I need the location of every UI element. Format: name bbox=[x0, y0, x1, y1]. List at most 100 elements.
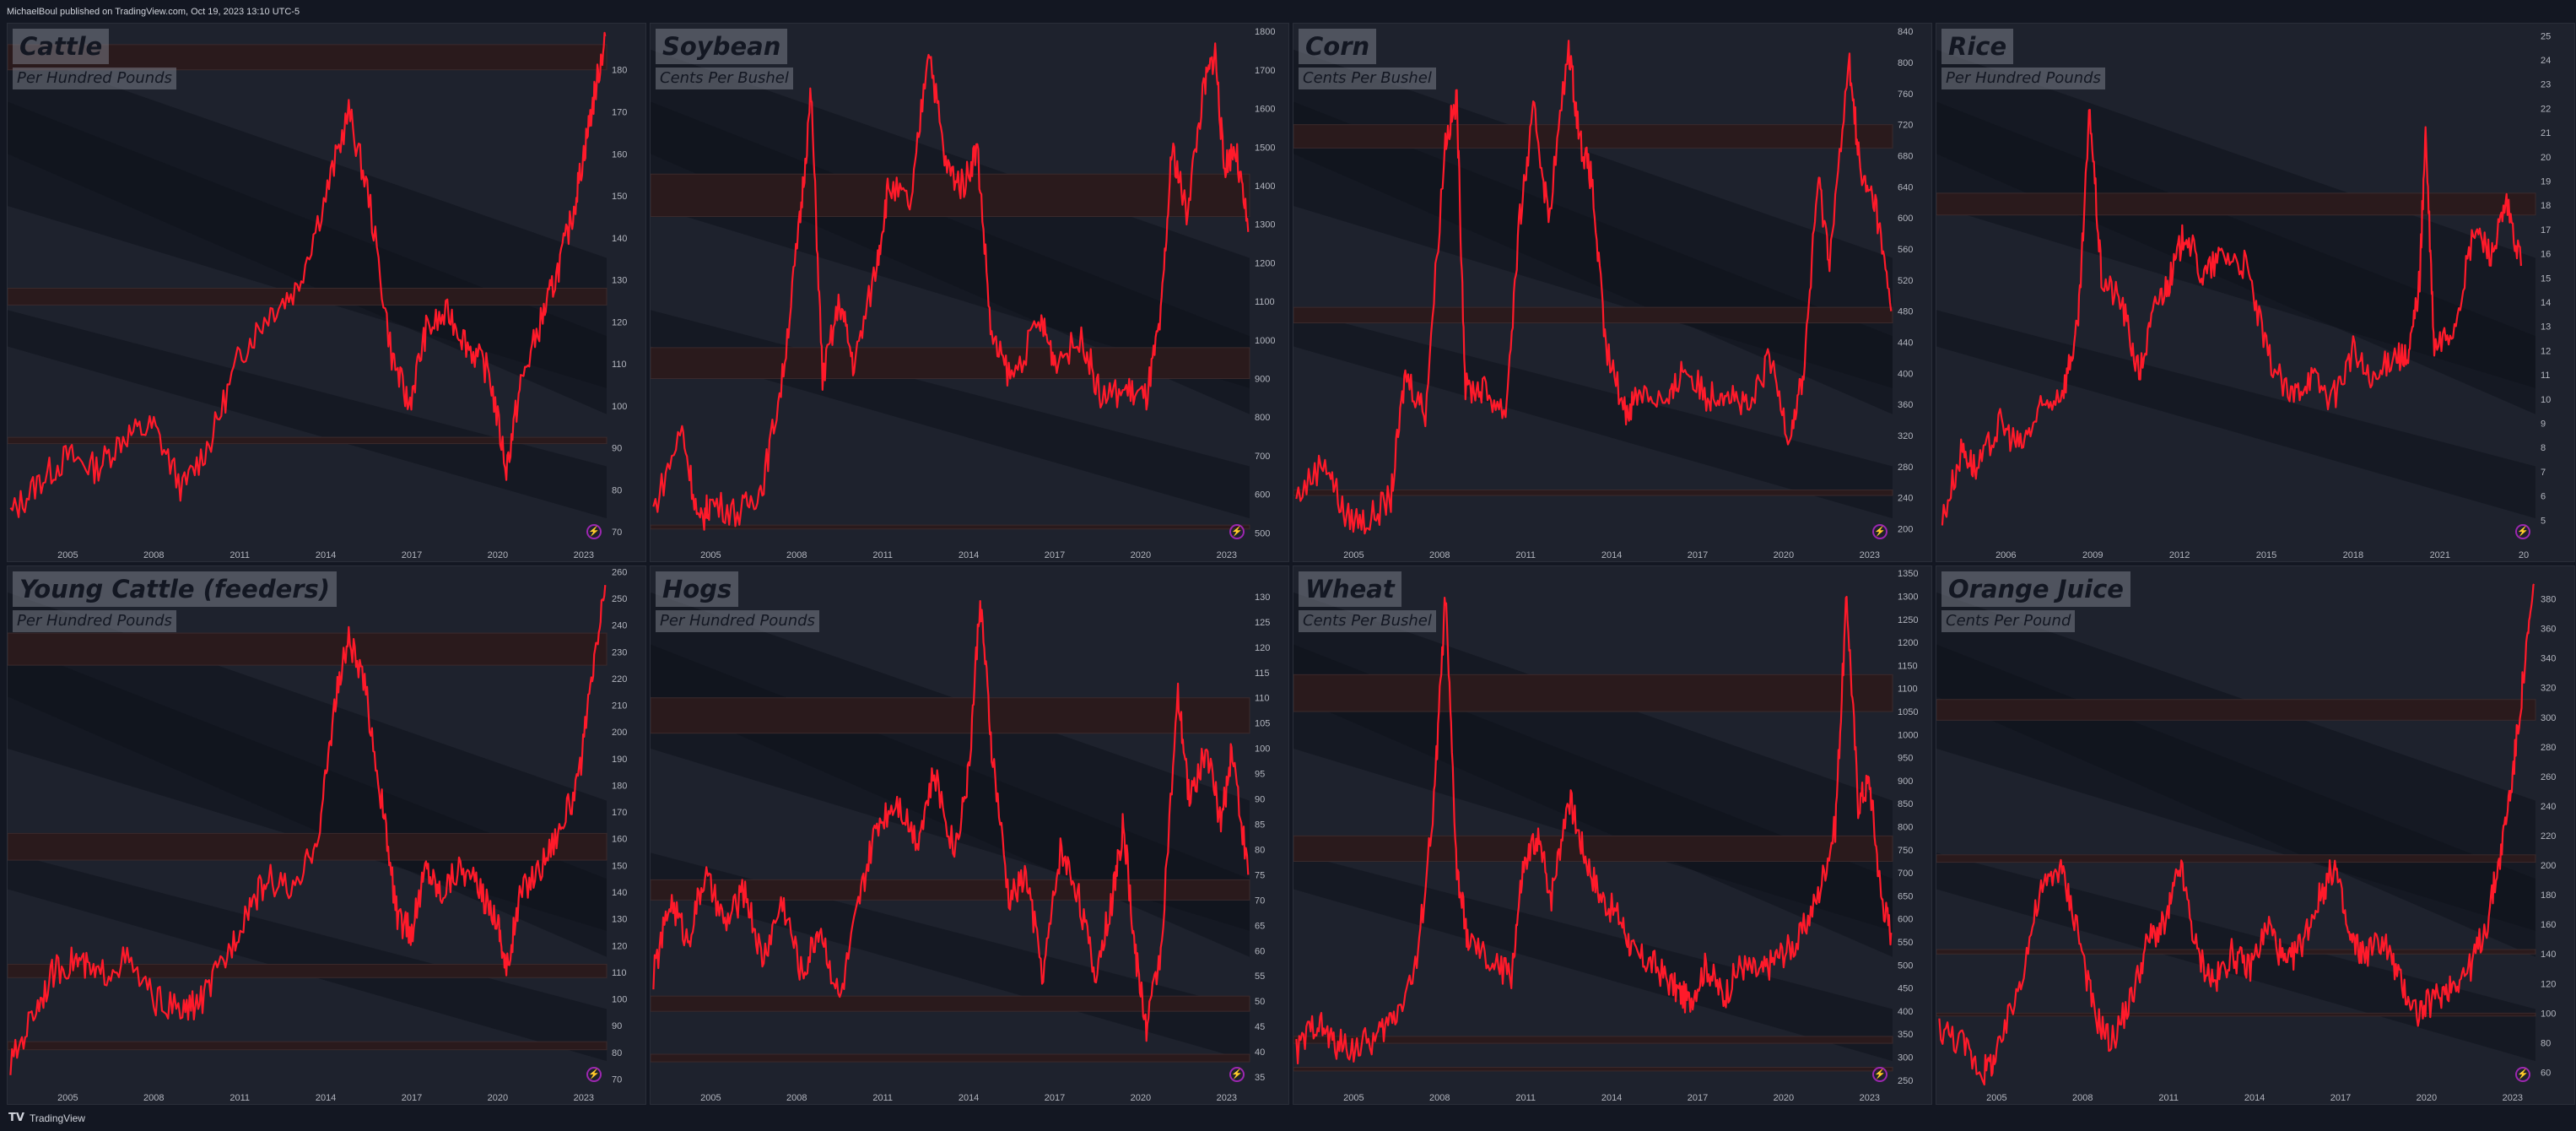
y-tick-label: 80 bbox=[1255, 845, 1265, 855]
x-tick-label: 2008 bbox=[786, 550, 807, 560]
x-axis: 2005 2008 2011 2014 2017 2020 2023 bbox=[1343, 550, 1880, 560]
chart-unit: Per Hundred Pounds bbox=[656, 610, 819, 632]
y-axis: 35 40 45 50 55 60 65 70 75 80 85 90 95 100 105 110 115 12… bbox=[1255, 593, 1270, 1083]
y-tick-label: 650 bbox=[1898, 891, 1913, 901]
price-zone bbox=[8, 963, 608, 978]
y-tick-label: 8 bbox=[2541, 443, 2546, 453]
y-tick-label: 1200 bbox=[1898, 638, 1918, 648]
x-tick-label: 2023 bbox=[1860, 550, 1880, 560]
y-tick-label: 1800 bbox=[1255, 27, 1275, 37]
chart-panel[interactable]: 70 80 90 100 110 120 130 140 150 160 170 180 2005 200… bbox=[7, 23, 646, 562]
lightning-icon[interactable]: ⚡ bbox=[2515, 524, 2530, 539]
y-tick-label: 280 bbox=[2541, 743, 2556, 753]
lightning-icon[interactable]: ⚡ bbox=[586, 524, 602, 539]
y-tick-label: 160 bbox=[612, 149, 627, 160]
y-tick-label: 95 bbox=[1255, 770, 1265, 780]
trend-channel bbox=[1936, 644, 2535, 957]
lightning-icon[interactable]: ⚡ bbox=[1872, 1067, 1887, 1082]
price-series-line bbox=[652, 600, 1250, 1042]
y-tick-label: 7 bbox=[2541, 468, 2546, 478]
x-axis: 2005 2008 2011 2014 2017 2020 2023 bbox=[700, 1093, 1237, 1103]
y-tick-label: 16 bbox=[2541, 250, 2551, 260]
y-tick-label: 125 bbox=[1255, 618, 1270, 628]
x-axis: 2005 2008 2011 2014 2017 2020 2023 bbox=[57, 550, 594, 560]
y-axis: 60 80 100 120 140 160 180 200 220 240 260 280 300 320… bbox=[2541, 595, 2556, 1079]
chart-unit: Cents Per Bushel bbox=[656, 68, 793, 89]
y-tick-label: 850 bbox=[1898, 799, 1913, 809]
x-tick-label: 2020 bbox=[1131, 550, 1151, 560]
y-tick-label: 240 bbox=[612, 621, 627, 631]
x-axis: 2005 2008 2011 2014 2017 2020 2023 bbox=[57, 1093, 594, 1103]
y-tick-label: 65 bbox=[1255, 921, 1265, 931]
chart-panel[interactable]: 60 80 100 120 140 160 180 200 220 240 260 280 300 320… bbox=[1936, 566, 2575, 1105]
chart-unit: Per Hundred Pounds bbox=[1941, 68, 2105, 89]
y-axis: 500 600 700 800 900 1000 1100 1200 1300 1400 1500 1… bbox=[1255, 27, 1275, 538]
y-tick-label: 1100 bbox=[1255, 297, 1275, 307]
x-tick-label: 2023 bbox=[574, 550, 594, 560]
lightning-icon[interactable]: ⚡ bbox=[586, 1067, 602, 1082]
x-tick-label: 2005 bbox=[57, 1093, 78, 1103]
chart-panel[interactable]: 35 40 45 50 55 60 65 70 75 80 85 90 95 100 105 110 115 12… bbox=[650, 566, 1289, 1105]
y-tick-label: 115 bbox=[1255, 668, 1270, 679]
y-tick-label: 1100 bbox=[1898, 685, 1918, 695]
price-series-line bbox=[1295, 40, 1893, 535]
y-tick-label: 700 bbox=[1898, 869, 1913, 879]
y-tick-label: 200 bbox=[2541, 861, 2556, 871]
footer: TV TradingView bbox=[8, 1109, 85, 1128]
y-tick-label: 120 bbox=[612, 317, 627, 327]
y-tick-label: 80 bbox=[612, 485, 622, 495]
price-zone bbox=[1293, 490, 1893, 496]
y-tick-label: 130 bbox=[1255, 593, 1270, 603]
y-tick-label: 1150 bbox=[1898, 661, 1918, 671]
x-tick-label: 2011 bbox=[2158, 1093, 2179, 1103]
y-tick-label: 60 bbox=[1255, 946, 1265, 956]
price-zone bbox=[1936, 192, 2536, 216]
price-zone bbox=[1936, 699, 2536, 721]
chart-title: Cattle bbox=[13, 29, 110, 64]
price-series-line bbox=[9, 585, 607, 1075]
y-tick-label: 320 bbox=[1898, 431, 1913, 441]
x-tick-label: 2014 bbox=[959, 550, 979, 560]
lightning-icon[interactable]: ⚡ bbox=[1229, 524, 1245, 539]
y-tick-label: 12 bbox=[2541, 346, 2551, 356]
y-tick-label: 22 bbox=[2541, 104, 2551, 114]
chart-panel[interactable]: 200 240 280 320 360 400 440 480 520 560 600 640 680 7… bbox=[1293, 23, 1932, 562]
y-tick-label: 450 bbox=[1898, 984, 1913, 994]
y-tick-label: 760 bbox=[1898, 89, 1913, 100]
x-tick-label: 2023 bbox=[574, 1093, 594, 1103]
lightning-icon[interactable]: ⚡ bbox=[1229, 1067, 1245, 1082]
y-tick-label: 240 bbox=[2541, 802, 2556, 812]
tradingview-logo-icon[interactable]: TV bbox=[8, 1112, 24, 1124]
y-tick-label: 110 bbox=[1255, 694, 1270, 704]
lightning-icon[interactable]: ⚡ bbox=[1872, 524, 1887, 539]
price-zone bbox=[1293, 1036, 1893, 1044]
chart-panel[interactable]: 5 6 7 8 9 10 11 12 13 14 15 16 17 18 19 20 21 22 23 24 25 200… bbox=[1936, 23, 2575, 562]
price-zone bbox=[651, 1053, 1250, 1063]
y-tick-label: 160 bbox=[2541, 920, 2556, 930]
lightning-icon[interactable]: ⚡ bbox=[2515, 1067, 2530, 1082]
price-chart: 5678910111213141516171819202122232425200… bbox=[1936, 24, 2551, 560]
y-tick-label: 180 bbox=[612, 781, 627, 791]
y-tick-label: 350 bbox=[1898, 1030, 1913, 1040]
y-tick-label: 18 bbox=[2541, 201, 2551, 211]
y-tick-label: 750 bbox=[1898, 846, 1913, 856]
price-chart: 70 80 90 100 110 120 130 140 150 160 170 180 190 200 2… bbox=[8, 566, 627, 1103]
y-tick-label: 80 bbox=[612, 1048, 622, 1058]
chart-panel[interactable]: 500 600 700 800 900 1000 1100 1200 1300 1400 1500 1… bbox=[650, 23, 1289, 562]
y-tick-label: 24 bbox=[2541, 56, 2551, 66]
price-zone bbox=[1293, 124, 1893, 149]
y-tick-label: 1400 bbox=[1255, 181, 1275, 192]
x-tick-label: 2017 bbox=[402, 1093, 422, 1103]
y-tick-label: 9 bbox=[2541, 419, 2546, 430]
price-series-line bbox=[1295, 595, 1893, 1065]
x-tick-label: 2005 bbox=[1343, 1093, 1364, 1103]
y-tick-label: 250 bbox=[1898, 1076, 1913, 1086]
footer-brand: TradingView bbox=[29, 1112, 85, 1124]
x-tick-label: 2005 bbox=[57, 550, 78, 560]
chart-panel[interactable]: 250 300 350 400 450 500 550 600 650 700 750 800 850 9… bbox=[1293, 566, 1932, 1105]
x-tick-label: 2012 bbox=[2169, 550, 2190, 560]
y-tick-label: 480 bbox=[1898, 307, 1913, 317]
y-tick-label: 1200 bbox=[1255, 258, 1275, 268]
chart-panel[interactable]: 70 80 90 100 110 120 130 140 150 160 170 180 190 200 2… bbox=[7, 566, 646, 1105]
trend-channel bbox=[1293, 852, 1893, 1062]
